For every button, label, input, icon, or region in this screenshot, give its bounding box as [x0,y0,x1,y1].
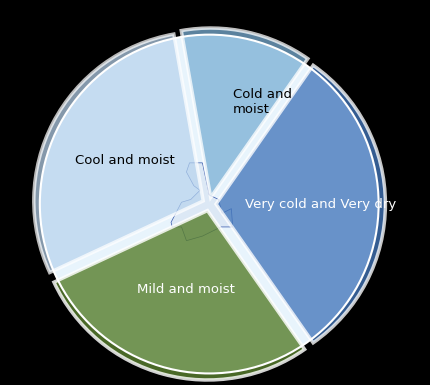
Wedge shape [54,211,304,380]
Wedge shape [181,28,308,198]
Text: Cool and moist: Cool and moist [75,154,175,167]
Text: Very cold and Very dry: Very cold and Very dry [246,198,396,211]
Wedge shape [216,65,385,343]
Circle shape [40,35,379,373]
Wedge shape [34,34,203,273]
Text: Cold and
moist: Cold and moist [233,88,292,116]
Text: Mild and moist: Mild and moist [138,283,235,296]
Polygon shape [171,163,233,241]
